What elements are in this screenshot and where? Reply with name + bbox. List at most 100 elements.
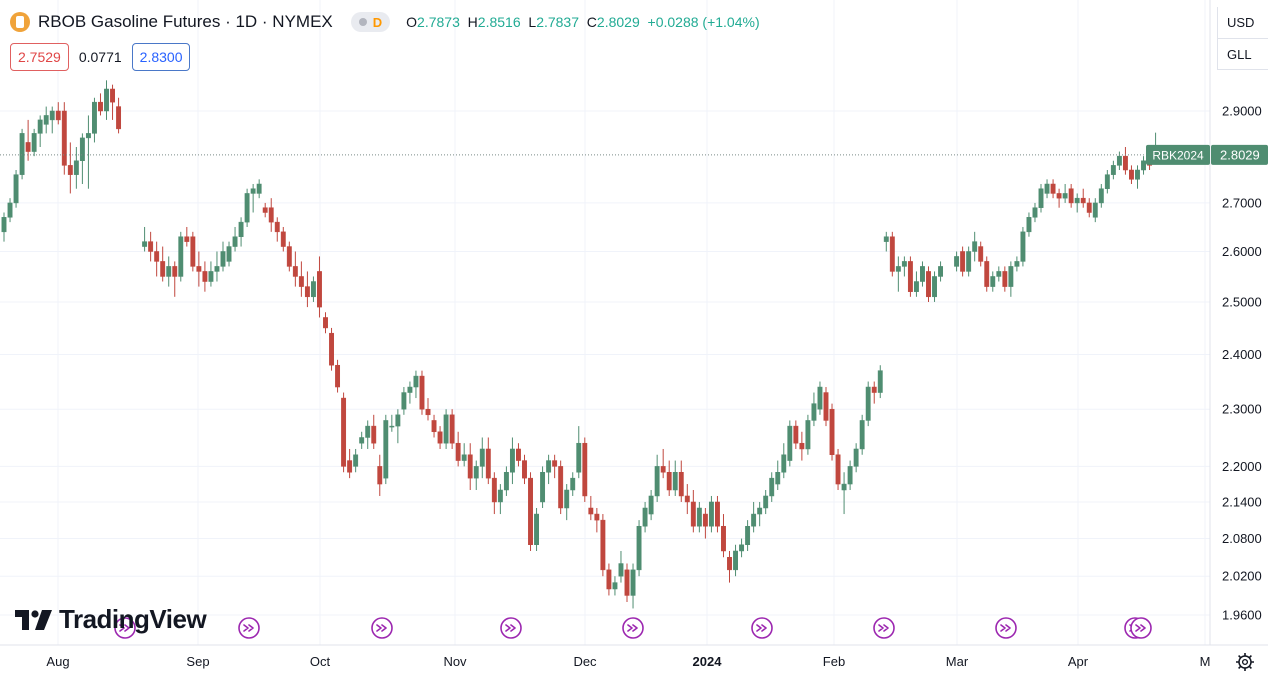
candle xyxy=(1080,188,1086,208)
settings-gear-icon[interactable] xyxy=(1236,653,1254,671)
candle xyxy=(871,381,877,404)
candle-body xyxy=(172,266,178,277)
candle xyxy=(335,359,341,393)
candle xyxy=(317,256,322,318)
dividend-event-icon xyxy=(1130,617,1152,639)
price-axis[interactable]: 2.9000 2.7000 2.6000 2.5000 2.4000 2.3000 2.20… xyxy=(1209,0,1262,645)
candle-body xyxy=(98,101,103,112)
candle xyxy=(1110,160,1116,180)
open-value: 2.7873 xyxy=(417,14,460,30)
candle xyxy=(805,414,811,455)
candle xyxy=(92,97,97,143)
candle-body xyxy=(232,236,238,247)
candle-body xyxy=(256,183,262,194)
last-price-value: 2.8029 xyxy=(1220,147,1260,162)
candle-body xyxy=(274,221,280,233)
currency-label[interactable]: USD xyxy=(1227,15,1255,30)
candle xyxy=(280,226,286,252)
candle-body xyxy=(552,460,558,467)
time-axis[interactable]: Aug Sep Oct Nov Dec 2024 Feb Mar Apr M xyxy=(0,644,1268,669)
candle xyxy=(419,370,425,415)
candle xyxy=(509,437,515,485)
candle xyxy=(491,472,497,515)
candle xyxy=(49,106,55,134)
candle-body xyxy=(437,431,443,444)
candle-body xyxy=(19,133,25,175)
candle-body xyxy=(365,425,371,438)
last-price-symbol-bg xyxy=(1146,144,1210,165)
market-status-pill[interactable]: D xyxy=(350,12,391,32)
candle-body xyxy=(576,442,582,473)
candle-body xyxy=(847,466,853,485)
unit-label[interactable]: GLL xyxy=(1218,38,1268,70)
candle-body xyxy=(208,271,214,282)
currency-unit-selector[interactable]: USD GLL xyxy=(1217,7,1268,70)
candle-body xyxy=(1141,160,1146,171)
dividend-event-icon xyxy=(238,617,260,639)
candle-body xyxy=(61,110,67,166)
candle xyxy=(31,128,37,157)
last-price-symbol: RBK2024 xyxy=(1152,148,1204,162)
candle xyxy=(594,507,600,533)
symbol-title[interactable]: RBOB Gasoline Futures · 1D · NYMEX xyxy=(38,12,333,31)
dividend-event-icon xyxy=(622,617,644,639)
candle-body xyxy=(85,133,91,139)
candle-body xyxy=(588,507,594,515)
candle xyxy=(811,392,817,427)
candle xyxy=(104,80,109,120)
candle xyxy=(473,460,479,491)
tradingview-logo: TradingView xyxy=(15,604,207,635)
candle xyxy=(232,226,238,252)
candle xyxy=(202,261,208,292)
candle-body xyxy=(304,286,310,298)
candle xyxy=(1008,261,1014,297)
time-tick-label: 2024 xyxy=(693,654,723,669)
candle xyxy=(558,460,564,515)
last-price-value-bg xyxy=(1211,144,1268,165)
candle-body xyxy=(244,193,250,223)
candle xyxy=(353,448,359,473)
event-arrow xyxy=(878,624,889,632)
candle-body xyxy=(984,261,990,287)
event-markers xyxy=(114,617,1152,639)
candle xyxy=(13,170,19,208)
dividend-event-icon xyxy=(500,617,522,639)
candle xyxy=(528,472,533,551)
candle xyxy=(455,431,461,467)
candle xyxy=(552,454,558,479)
price-tick-label: 2.6000 xyxy=(1222,244,1262,259)
candle-body xyxy=(317,271,322,308)
candle xyxy=(214,251,220,282)
candle-body xyxy=(841,483,847,491)
candle xyxy=(1032,202,1038,223)
candle-body xyxy=(37,119,43,134)
candle xyxy=(1122,146,1128,175)
candle-body xyxy=(926,271,931,298)
candle-body xyxy=(1044,183,1050,194)
candle-body xyxy=(323,317,328,329)
candle xyxy=(1135,165,1140,189)
candle-body xyxy=(226,246,232,262)
buy-button[interactable]: 2.8300 xyxy=(131,43,191,71)
candle xyxy=(672,460,678,496)
candle-body xyxy=(895,266,901,272)
candle xyxy=(383,414,389,485)
candle-body xyxy=(353,454,359,467)
candle xyxy=(413,370,419,399)
candle-body xyxy=(570,477,576,491)
time-tick-label: Mar xyxy=(946,654,969,669)
sell-button[interactable]: 2.7529 xyxy=(10,43,69,71)
event-circle xyxy=(622,617,644,639)
candle xyxy=(781,443,787,479)
candle-body xyxy=(558,466,564,509)
candle xyxy=(1050,179,1056,199)
candle-body xyxy=(817,386,823,410)
candle xyxy=(304,271,310,308)
candle xyxy=(516,443,521,467)
candle xyxy=(708,495,714,533)
candle-body xyxy=(268,207,274,223)
change-value: +0.0288 (+1.04%) xyxy=(647,14,760,30)
candle-body xyxy=(1050,183,1056,194)
